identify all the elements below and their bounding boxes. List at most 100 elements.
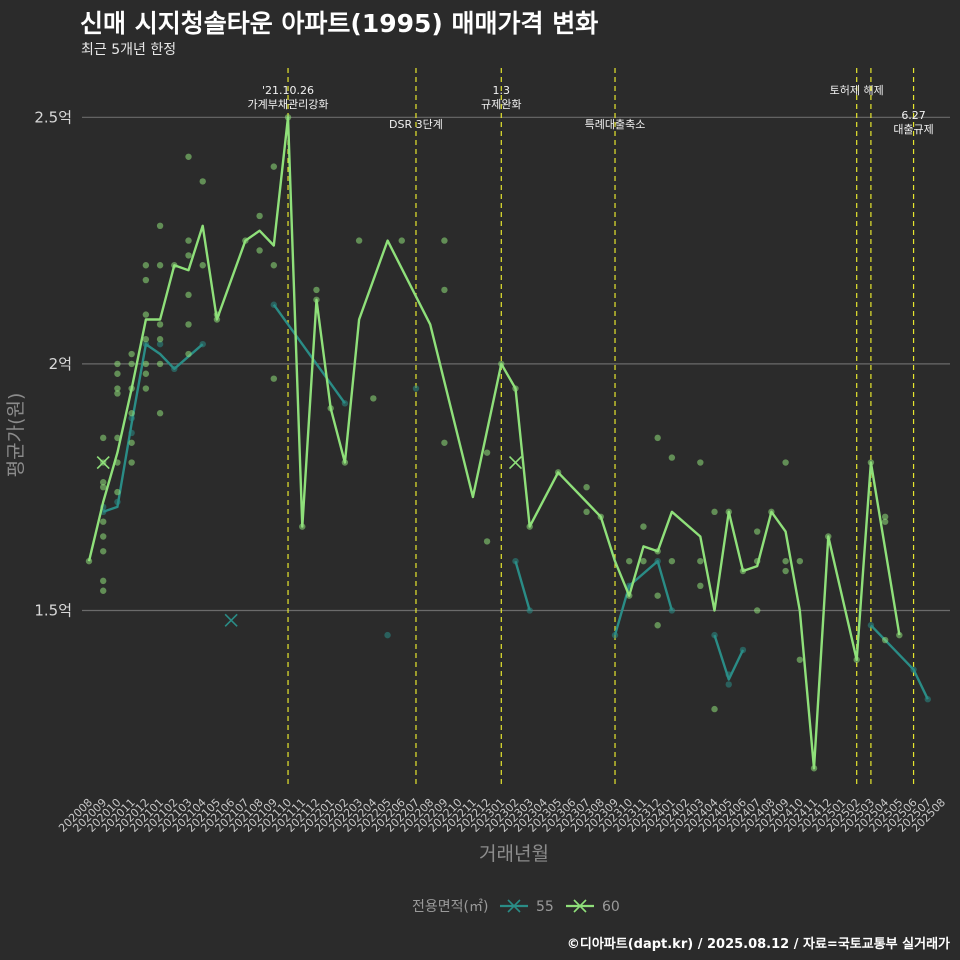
event-label: 토허제 해제 xyxy=(830,83,884,97)
data-point xyxy=(100,483,107,491)
data-point xyxy=(114,434,121,442)
data-point xyxy=(156,360,164,368)
data-point xyxy=(185,350,192,358)
data-point xyxy=(256,212,263,220)
data-point xyxy=(114,385,121,392)
legend-label-55: 55 xyxy=(536,899,554,915)
data-point xyxy=(142,336,150,343)
data-point xyxy=(441,237,448,244)
data-point xyxy=(185,237,192,244)
x-axis-title: 거래년월 xyxy=(479,843,549,865)
y-tick-label: 2억 xyxy=(49,355,72,373)
data-point xyxy=(100,533,107,540)
data-point xyxy=(270,262,278,269)
series-line-55 xyxy=(272,303,346,405)
data-point xyxy=(782,567,789,575)
data-point xyxy=(185,153,192,160)
data-point xyxy=(199,178,206,185)
data-point xyxy=(100,577,107,585)
legend-marker-icon xyxy=(573,899,587,913)
event-label: 특례대출축소 xyxy=(585,118,646,131)
series-line-60 xyxy=(87,116,901,770)
y-tick-label: 2.5억 xyxy=(34,108,72,126)
data-point xyxy=(114,370,121,377)
data-point xyxy=(142,360,150,368)
data-point xyxy=(142,276,150,284)
data-point xyxy=(697,459,704,466)
data-point xyxy=(654,622,661,629)
data-point xyxy=(156,321,164,328)
data-point xyxy=(114,360,121,368)
data-point xyxy=(270,163,278,170)
event-label: DSR 3단계 xyxy=(389,118,443,131)
data-point xyxy=(753,607,761,614)
data-point xyxy=(128,439,135,446)
data-point xyxy=(441,286,448,294)
event-label: 가계부채관리강화 xyxy=(248,98,329,111)
data-point xyxy=(796,656,804,663)
event-label: 대출규제 xyxy=(893,123,933,136)
data-point xyxy=(199,262,206,269)
data-point xyxy=(881,513,889,520)
data-point xyxy=(711,705,718,713)
data-point xyxy=(100,434,107,442)
y-tick-label: 1.5억 xyxy=(34,601,72,619)
data-point xyxy=(100,479,107,486)
data-point xyxy=(483,449,491,456)
data-point xyxy=(583,483,590,491)
data-point xyxy=(725,681,732,688)
cross-marker xyxy=(224,613,238,627)
data-point xyxy=(142,262,150,269)
data-point xyxy=(753,528,761,535)
data-point xyxy=(398,237,405,244)
data-point xyxy=(114,488,121,496)
data-point xyxy=(896,631,903,639)
chart-subtitle: 최근 5개년 한정 xyxy=(81,42,177,58)
legend-label-60: 60 xyxy=(602,899,620,915)
data-point xyxy=(355,237,363,244)
data-point xyxy=(881,518,889,525)
data-point xyxy=(881,636,889,644)
data-point xyxy=(100,518,107,525)
event-label: '21.10.26 xyxy=(262,84,314,97)
data-point xyxy=(441,439,448,446)
series-line-55 xyxy=(613,560,674,636)
data-point xyxy=(654,434,661,442)
series-line-55 xyxy=(102,343,204,513)
data-point xyxy=(156,262,164,269)
y-axis-title: 평균가(원) xyxy=(5,393,27,478)
data-point xyxy=(782,557,789,565)
legend-title: 전용면적(㎡) xyxy=(412,899,488,915)
event-label: 1.3 xyxy=(493,84,511,97)
data-point xyxy=(370,395,377,402)
data-point xyxy=(256,247,263,254)
cross-marker xyxy=(96,455,110,470)
data-point xyxy=(640,523,647,530)
data-point xyxy=(185,252,192,259)
chart-title: 신매 시지청솔타운 아파트(1995) 매매가격 변화 xyxy=(80,9,599,38)
data-point xyxy=(128,350,135,358)
data-point xyxy=(640,557,647,565)
data-point xyxy=(100,587,107,594)
legend-marker-icon xyxy=(507,899,521,913)
data-point xyxy=(100,548,107,555)
data-point xyxy=(185,291,192,299)
data-point xyxy=(697,557,704,565)
series-line-55 xyxy=(713,634,745,681)
data-point xyxy=(483,538,491,545)
data-point xyxy=(782,459,789,466)
data-point xyxy=(313,286,320,294)
data-point xyxy=(142,370,150,377)
data-point xyxy=(185,321,192,328)
data-point xyxy=(128,360,135,368)
data-point xyxy=(128,459,135,466)
source-caption: ©디아파트(dapt.kr) / 2025.08.12 / 자료=국토교통부 실… xyxy=(566,937,950,952)
data-point xyxy=(697,582,704,590)
data-point xyxy=(142,311,150,318)
data-point xyxy=(654,592,661,599)
event-label: 규제완화 xyxy=(481,98,521,111)
series-line-55 xyxy=(514,560,531,611)
data-point xyxy=(796,557,804,565)
data-point xyxy=(384,631,391,639)
data-point xyxy=(128,410,135,417)
